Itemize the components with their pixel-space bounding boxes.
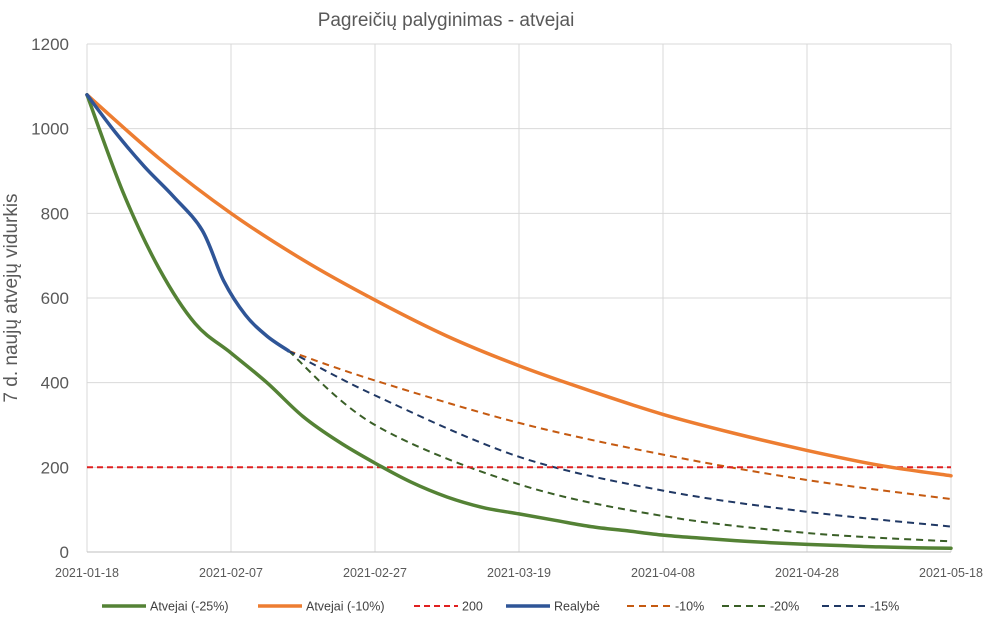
axes: 0 200 400 600 800 1000 1200 2021-01-18 2021-02-0… — [31, 35, 983, 580]
legend-label-6: -15% — [870, 600, 899, 614]
legend-label-4: -10% — [675, 600, 704, 614]
series-line-6 — [288, 350, 952, 528]
series-line-5 — [287, 350, 952, 543]
y-tick-label: 200 — [41, 458, 69, 477]
y-tick-label: 1200 — [31, 35, 69, 54]
y-tick-label: 800 — [41, 204, 69, 223]
y-tick-label: 600 — [41, 289, 69, 308]
series-line-1 — [85, 93, 953, 478]
chart-title: Pagreičių palyginimas - atvejai — [318, 10, 575, 31]
x-tick-label: 2021-01-18 — [55, 566, 119, 580]
y-axis-label: 7 d. naujų atvejų vidurkis — [1, 193, 22, 402]
x-tick-label: 2021-02-27 — [343, 566, 407, 580]
gridlines — [86, 43, 952, 552]
series-lines — [85, 93, 953, 550]
x-tick-label: 2021-04-28 — [775, 566, 839, 580]
x-tick-label: 2021-03-19 — [487, 566, 551, 580]
legend-label-5: -20% — [770, 600, 799, 614]
x-tick-label: 2021-04-08 — [631, 566, 695, 580]
x-tick-label: 2021-05-18 — [919, 566, 983, 580]
legend: Atvejai (-25%) Atvejai (-10%) 200 Realybė -1… — [102, 600, 899, 614]
legend-label-2: 200 — [462, 600, 483, 614]
series-line-4 — [288, 349, 952, 501]
y-tick-label: 0 — [60, 543, 69, 562]
y-tick-label: 1000 — [31, 120, 69, 139]
y-tick-label: 400 — [41, 374, 69, 393]
series-line-0 — [85, 93, 953, 550]
legend-label-0: Atvejai (-25%) — [150, 600, 229, 614]
legend-label-3: Realybė — [554, 600, 600, 614]
x-tick-label: 2021-02-07 — [199, 566, 263, 580]
legend-label-1: Atvejai (-10%) — [306, 600, 385, 614]
